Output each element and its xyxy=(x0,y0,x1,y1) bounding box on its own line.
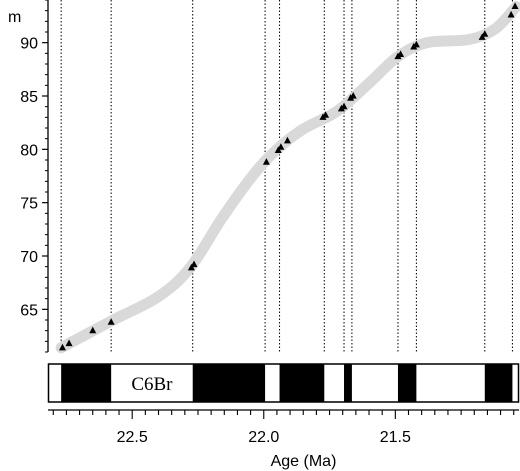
polarity-column xyxy=(47,363,520,403)
data-point xyxy=(107,318,115,325)
data-point xyxy=(507,10,515,18)
data-point xyxy=(190,260,198,268)
data-point xyxy=(349,92,357,99)
polarity-normal-segment xyxy=(344,364,352,402)
x-tick-label: 22.5 xyxy=(117,429,148,446)
polarity-outline xyxy=(47,363,520,403)
data-point xyxy=(262,158,270,165)
x-tick-label: 22.0 xyxy=(248,429,279,446)
polarity-normal-segment xyxy=(61,364,112,402)
y-tick-label: 80 xyxy=(20,142,38,159)
data-point xyxy=(481,30,489,37)
chron-label: C6Br xyxy=(131,374,173,395)
polarity-normal-segment xyxy=(397,364,417,402)
polarity-normal-segment xyxy=(279,364,325,402)
data-point xyxy=(65,339,73,347)
reference-lines xyxy=(60,0,513,352)
y-tick-label: 70 xyxy=(20,249,38,266)
axis-labels: m Age (Ma) C6Br xyxy=(8,9,336,470)
data-point xyxy=(277,143,285,150)
axes: 65 70 75 80 85 90 22.5 22.0 21.5 xyxy=(20,0,519,446)
trend-band xyxy=(55,0,520,354)
data-point xyxy=(322,111,330,118)
data-point xyxy=(412,40,420,48)
data-point xyxy=(89,326,97,334)
data-point xyxy=(397,50,405,57)
data-point xyxy=(340,102,348,110)
data-point xyxy=(58,343,66,351)
polarity-normal-segment xyxy=(192,364,266,402)
y-tick-label: 75 xyxy=(20,196,38,213)
y-tick-label: 90 xyxy=(20,36,38,53)
data-points xyxy=(58,2,519,351)
x-tick-label: 21.5 xyxy=(380,429,411,446)
trend-line xyxy=(55,0,520,354)
data-point xyxy=(511,2,519,9)
polarity-normal-segment xyxy=(484,364,513,402)
y-tick-label: 85 xyxy=(20,89,38,106)
y-tick-label: 65 xyxy=(20,302,38,319)
x-axis-label: Age (Ma) xyxy=(271,453,337,470)
y-axis-label: m xyxy=(8,9,21,26)
data-point xyxy=(283,136,291,144)
